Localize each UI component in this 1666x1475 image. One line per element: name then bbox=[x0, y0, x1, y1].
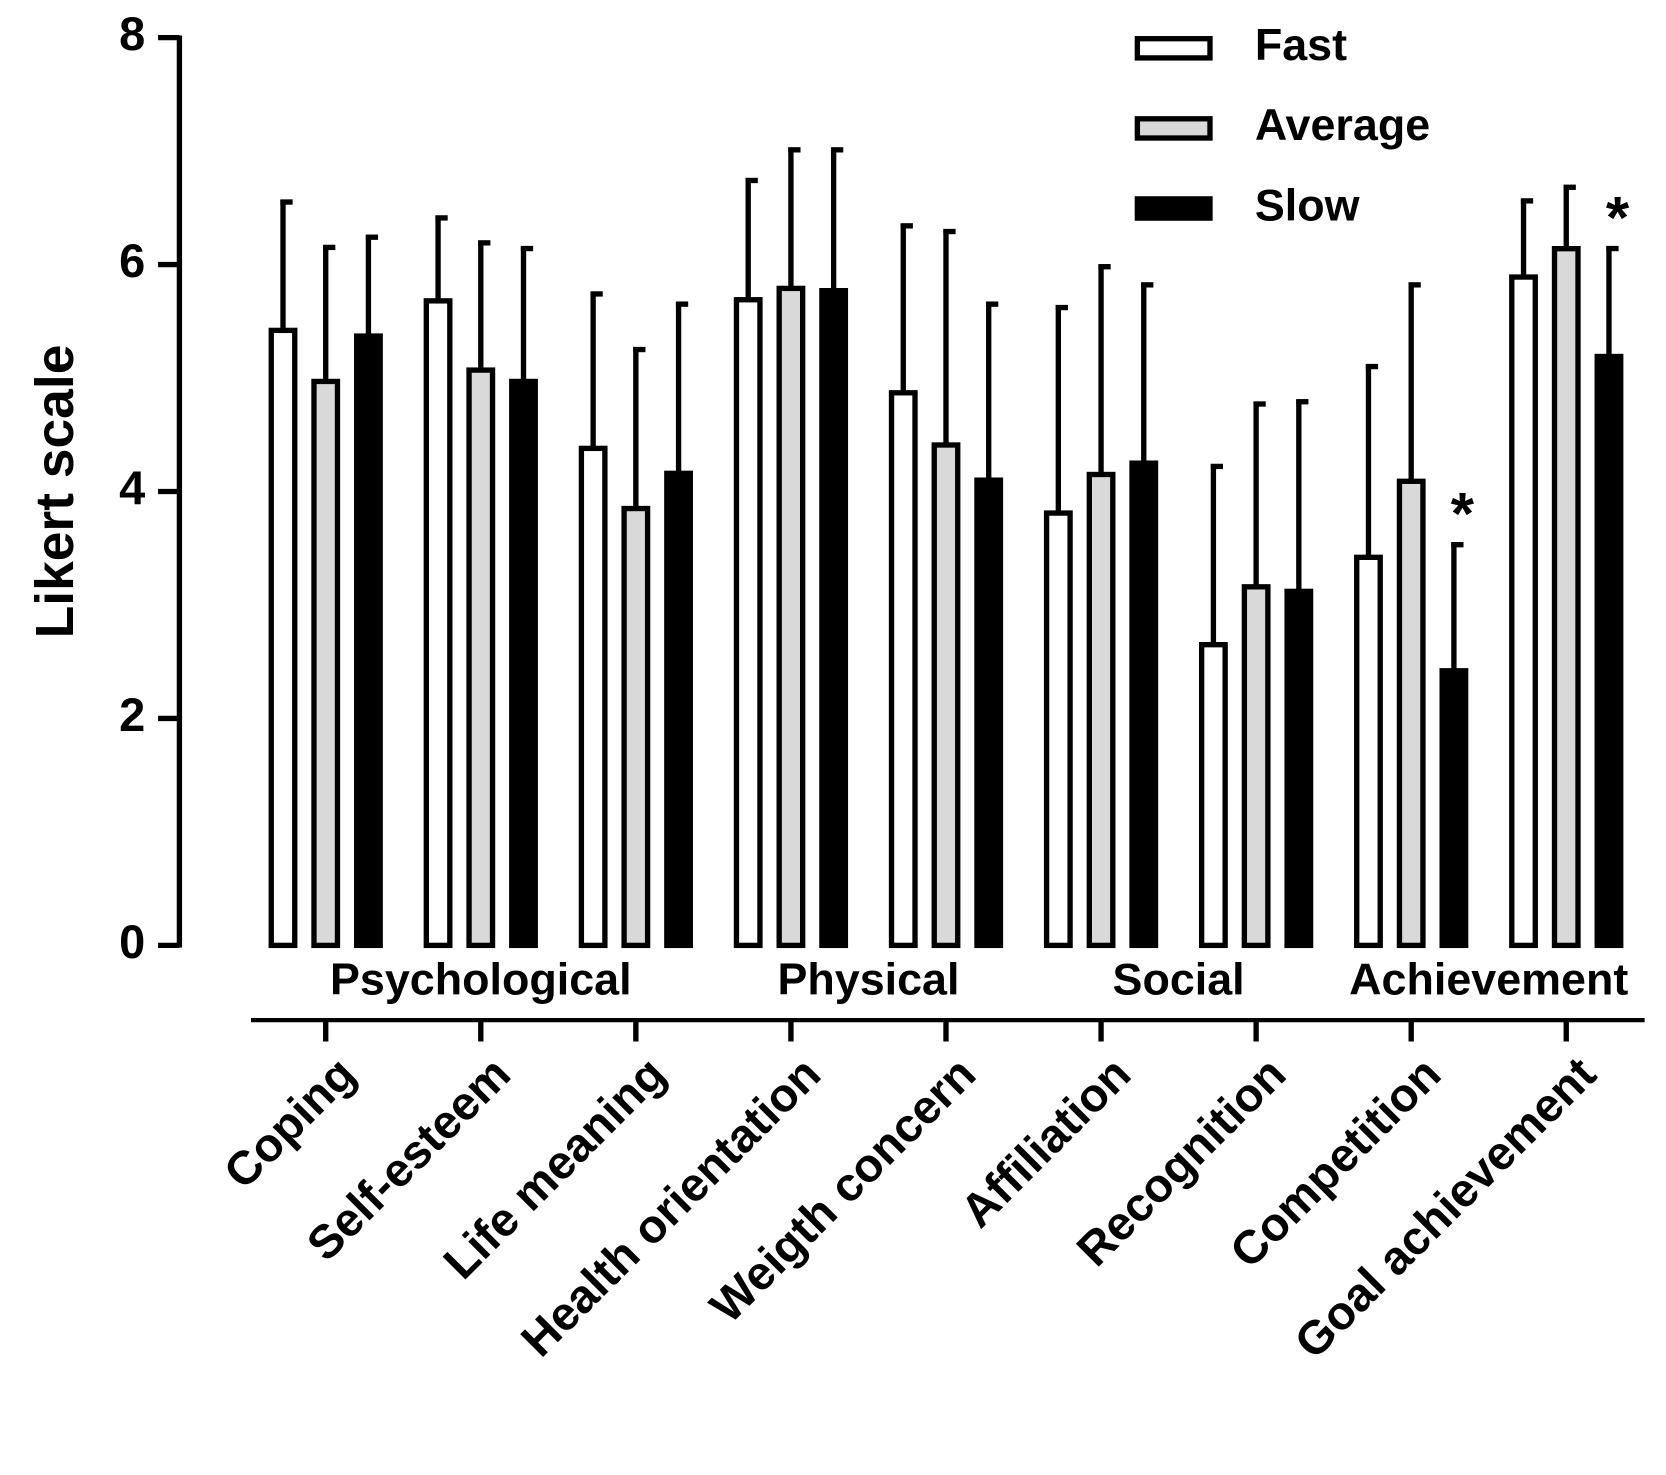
bar bbox=[466, 367, 496, 949]
y-tick-label: 2 bbox=[119, 688, 145, 741]
bar bbox=[931, 442, 961, 949]
bar bbox=[664, 470, 693, 949]
y-tick-label: 0 bbox=[119, 915, 145, 968]
bar bbox=[1594, 353, 1624, 949]
bar bbox=[974, 477, 1004, 949]
bar bbox=[1086, 471, 1116, 949]
annotation: * bbox=[1451, 480, 1475, 547]
legend-swatch bbox=[1134, 196, 1213, 221]
bar bbox=[776, 285, 806, 949]
bar bbox=[1043, 510, 1073, 949]
bar bbox=[1241, 584, 1271, 949]
x-tick-label: Coping bbox=[213, 1047, 365, 1199]
bar bbox=[578, 445, 608, 949]
bar bbox=[1509, 274, 1538, 949]
group-label: Psychological bbox=[330, 954, 632, 1005]
y-axis-label: Likert scale bbox=[26, 345, 85, 639]
bar bbox=[888, 390, 918, 949]
bar bbox=[1396, 478, 1426, 949]
bar bbox=[354, 333, 383, 949]
bar bbox=[819, 287, 849, 949]
x-tick-label: Health orientation bbox=[510, 1047, 830, 1367]
bar bbox=[1551, 246, 1581, 949]
group-label: Achievement bbox=[1349, 954, 1628, 1005]
bar bbox=[423, 298, 453, 949]
bar bbox=[1354, 554, 1383, 949]
x-tick-label: Goal achievement bbox=[1284, 1046, 1606, 1368]
y-tick-label: 4 bbox=[119, 461, 145, 514]
x-tick-label: Weigth concern bbox=[699, 1047, 985, 1333]
bar bbox=[1284, 588, 1314, 949]
legend-swatch bbox=[1134, 116, 1213, 141]
bar bbox=[509, 378, 538, 949]
group-label: Physical bbox=[777, 954, 959, 1005]
annotation: * bbox=[1606, 184, 1630, 251]
bar bbox=[1129, 460, 1159, 949]
legend-label: Average bbox=[1255, 99, 1430, 150]
legend-label: Slow bbox=[1255, 179, 1360, 230]
legend-label: Fast bbox=[1255, 19, 1347, 70]
group-label: Social bbox=[1113, 954, 1245, 1005]
bar bbox=[1198, 642, 1228, 949]
bar bbox=[1439, 668, 1469, 949]
bar bbox=[311, 378, 341, 949]
y-tick-label: 6 bbox=[119, 234, 145, 287]
y-tick-label: 8 bbox=[119, 7, 145, 60]
bar bbox=[268, 327, 298, 949]
bar bbox=[733, 297, 763, 949]
legend-swatch bbox=[1134, 36, 1213, 61]
bar bbox=[621, 505, 651, 949]
